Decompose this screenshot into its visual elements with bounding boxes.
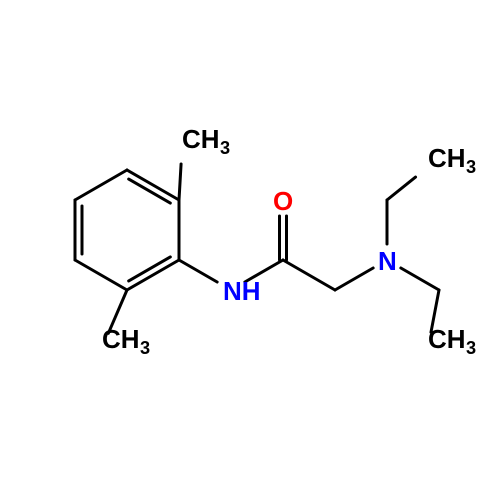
atom-label: N xyxy=(378,246,397,276)
atom-subscript: 3 xyxy=(466,157,476,177)
atom-label: CH xyxy=(102,324,140,354)
atom-label: NH xyxy=(223,276,261,306)
atom-label: CH xyxy=(428,324,466,354)
bond xyxy=(401,268,439,290)
atom-subscript: 3 xyxy=(466,338,476,358)
bond xyxy=(283,260,335,290)
molecule-diagram: CH3CH3NHONCH3CH3 xyxy=(0,0,500,500)
bond xyxy=(127,170,179,200)
bond xyxy=(387,177,416,200)
bond xyxy=(179,260,217,282)
bond xyxy=(127,260,179,290)
bond xyxy=(335,268,373,290)
atom-label: O xyxy=(273,186,293,216)
atom-label: CH xyxy=(428,143,466,173)
atom-label: CH xyxy=(182,124,220,154)
atom-subscript: 3 xyxy=(220,138,230,158)
bond xyxy=(179,164,181,200)
atom-subscript: 3 xyxy=(140,338,150,358)
bond xyxy=(75,260,127,290)
bond xyxy=(75,170,127,200)
